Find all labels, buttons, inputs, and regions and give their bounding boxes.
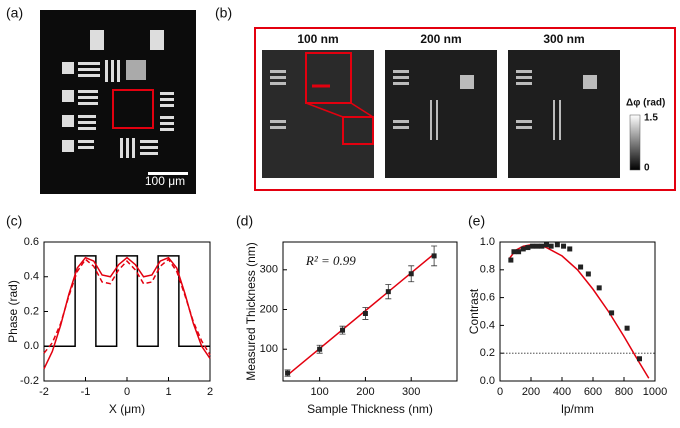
data-point bbox=[317, 346, 323, 352]
y-tick-label: 0.0 bbox=[480, 375, 495, 387]
y-axis-label: Measured Thickness (nm) bbox=[244, 242, 258, 381]
line-series bbox=[43, 258, 211, 356]
data-point bbox=[637, 356, 642, 362]
x-tick-label: 600 bbox=[584, 386, 602, 398]
data-point bbox=[567, 246, 573, 252]
y-tick-label: 0.2 bbox=[480, 347, 495, 359]
y-tick-label: 0.0 bbox=[24, 340, 39, 352]
data-point bbox=[516, 249, 522, 255]
data-point bbox=[362, 310, 368, 316]
panel-label: (b) bbox=[215, 5, 232, 21]
plot-frame bbox=[282, 241, 458, 382]
x-tick-label: 300 bbox=[402, 386, 420, 398]
colorbar-max: 1.5 bbox=[644, 113, 658, 124]
scale-bar-label: 100 μm bbox=[145, 174, 185, 188]
x-tick-label: 1 bbox=[165, 386, 171, 398]
y-tick-label: 300 bbox=[260, 264, 278, 276]
x-tick-label: 0 bbox=[497, 386, 503, 398]
data-point bbox=[539, 243, 545, 249]
data-point bbox=[561, 243, 567, 249]
x-axis-label: lp/mm bbox=[561, 402, 594, 416]
line-series bbox=[43, 256, 211, 370]
y-tick-label: -0.2 bbox=[20, 375, 39, 387]
data-point bbox=[520, 246, 526, 252]
x-tick-label: 0 bbox=[124, 386, 130, 398]
x-axis-label: X (μm) bbox=[109, 402, 145, 416]
colorbar-min: 0 bbox=[644, 163, 650, 174]
x-axis-label: Sample Thickness (nm) bbox=[307, 402, 433, 416]
annotation: R² = 0.99 bbox=[305, 253, 356, 268]
data-point bbox=[385, 289, 391, 295]
image-title: 200 nm bbox=[420, 32, 461, 46]
image-title: 100 nm bbox=[297, 32, 338, 46]
y-tick-label: 0.6 bbox=[480, 292, 495, 304]
data-point bbox=[609, 310, 615, 316]
y-tick-label: 200 bbox=[260, 303, 278, 315]
y-tick-label: 0.4 bbox=[24, 271, 39, 283]
data-point bbox=[530, 243, 536, 249]
data-point bbox=[544, 242, 549, 248]
y-axis-label: Phase (rad) bbox=[6, 280, 20, 343]
colorbar bbox=[629, 114, 641, 171]
y-tick-label: 0.4 bbox=[480, 319, 495, 331]
panel-label: (c) bbox=[6, 213, 22, 229]
x-tick-label: 100 bbox=[310, 386, 328, 398]
data-point bbox=[548, 243, 554, 249]
x-tick-label: 200 bbox=[356, 386, 374, 398]
data-point bbox=[534, 243, 540, 249]
x-tick-label: 200 bbox=[522, 386, 540, 398]
microscope-image bbox=[40, 10, 196, 194]
x-tick-label: 1000 bbox=[643, 386, 667, 398]
y-tick-label: 0.6 bbox=[24, 236, 39, 248]
line-series bbox=[508, 244, 650, 379]
x-tick-label: 400 bbox=[553, 386, 571, 398]
data-point bbox=[578, 264, 584, 270]
data-point bbox=[624, 325, 630, 331]
data-point bbox=[585, 271, 591, 277]
data-point bbox=[554, 242, 560, 248]
y-tick-label: 0.8 bbox=[480, 264, 495, 276]
image-title: 300 nm bbox=[543, 32, 584, 46]
panel-label: (e) bbox=[468, 213, 485, 229]
data-point bbox=[408, 271, 414, 277]
x-tick-label: -1 bbox=[81, 386, 91, 398]
panel-label: (d) bbox=[236, 213, 253, 229]
data-point bbox=[285, 370, 291, 376]
y-axis-label: Contrast bbox=[467, 288, 481, 334]
phase-images bbox=[262, 50, 620, 178]
x-tick-label: 2 bbox=[207, 386, 213, 398]
y-tick-label: 100 bbox=[260, 343, 278, 355]
data-point bbox=[508, 257, 514, 263]
x-tick-label: -2 bbox=[39, 386, 49, 398]
data-point bbox=[596, 285, 602, 291]
colorbar-title: Δφ (rad) bbox=[626, 98, 665, 109]
plot-frame bbox=[499, 241, 656, 382]
plot-frame bbox=[43, 241, 211, 382]
data-point bbox=[525, 245, 531, 251]
panel-frame bbox=[254, 27, 676, 191]
y-tick-label: 0.2 bbox=[24, 305, 39, 317]
panel-label: (a) bbox=[6, 5, 23, 21]
data-point bbox=[340, 327, 346, 333]
y-tick-label: 1.0 bbox=[480, 236, 495, 248]
data-point bbox=[431, 253, 437, 259]
data-point bbox=[511, 249, 517, 255]
line-series bbox=[44, 255, 210, 347]
x-tick-label: 800 bbox=[615, 386, 633, 398]
